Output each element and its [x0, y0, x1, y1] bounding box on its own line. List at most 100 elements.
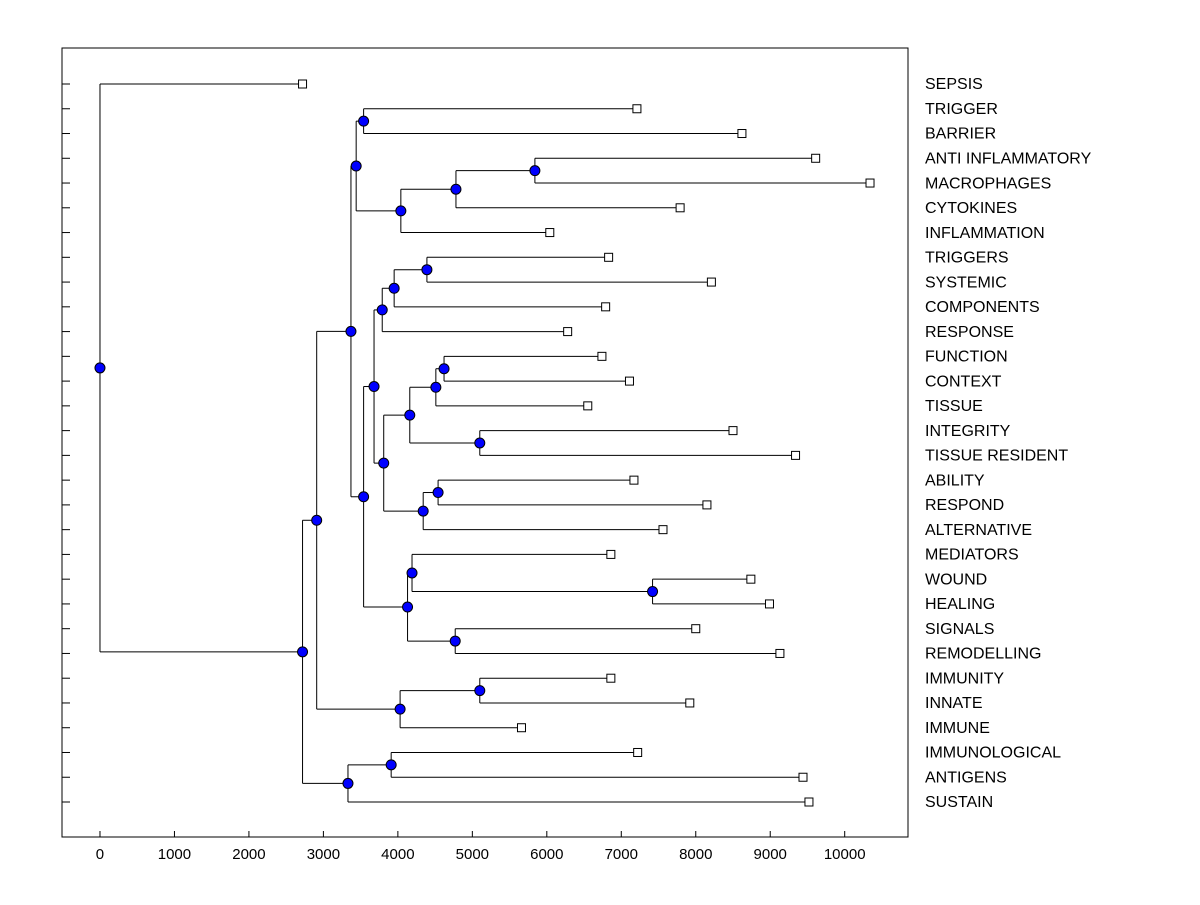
- node-marker: [474, 437, 486, 449]
- node-marker: [385, 759, 397, 771]
- node-marker: [358, 115, 370, 127]
- leaf-label: INFLAMMATION: [925, 225, 1045, 242]
- node-marker: [376, 304, 388, 316]
- leaf-marker: [632, 104, 642, 114]
- leaf-marker: [764, 599, 774, 609]
- node-marker: [421, 264, 433, 276]
- x-tick-label: 0: [96, 846, 104, 863]
- node-marker: [406, 567, 418, 579]
- node-marker: [432, 487, 444, 499]
- leaf-marker: [737, 129, 747, 139]
- leaf-marker: [624, 376, 634, 386]
- node-marker: [358, 491, 370, 503]
- leaf-label: ABILITY: [925, 472, 985, 489]
- x-tick-label: 5000: [456, 846, 489, 863]
- leaf-marker: [798, 772, 808, 782]
- leaf-label: TRIGGER: [925, 101, 998, 118]
- node-marker: [402, 601, 414, 613]
- leaf-label: REMODELLING: [925, 646, 1041, 663]
- node-marker: [450, 183, 462, 195]
- node-marker: [647, 586, 659, 598]
- leaf-label: SEPSIS: [925, 76, 983, 93]
- leaf-marker: [865, 178, 875, 188]
- leaf-label: TISSUE RESIDENT: [925, 448, 1068, 465]
- node-marker: [311, 514, 323, 526]
- leaf-marker: [606, 549, 616, 559]
- node-marker: [350, 160, 362, 172]
- leaf-marker: [691, 624, 701, 634]
- leaf-marker: [791, 450, 801, 460]
- leaf-marker: [606, 673, 616, 683]
- leaf-label: RESPONSE: [925, 324, 1014, 341]
- leaf-label: MACROPHAGES: [925, 175, 1051, 192]
- leaf-label: HEALING: [925, 596, 995, 613]
- leaf-label: IMMUNOLOGICAL: [925, 745, 1061, 762]
- leaf-marker: [583, 401, 593, 411]
- x-tick-label: 4000: [381, 846, 414, 863]
- leaf-label: TRIGGERS: [925, 250, 1009, 267]
- node-marker: [430, 381, 442, 393]
- leaf-label: ANTIGENS: [925, 769, 1007, 786]
- node-marker: [345, 325, 357, 337]
- leaf-label: FUNCTION: [925, 349, 1008, 366]
- leaf-marker: [545, 228, 555, 238]
- node-marker: [449, 635, 461, 647]
- leaf-label: ALTERNATIVE: [925, 522, 1032, 539]
- leaf-label: INTEGRITY: [925, 423, 1011, 440]
- node-marker: [438, 363, 450, 375]
- leaf-label: WOUND: [925, 571, 987, 588]
- leaf-marker: [516, 723, 526, 733]
- leaf-marker: [811, 153, 821, 163]
- leaf-label: INNATE: [925, 695, 982, 712]
- node-marker: [529, 165, 541, 177]
- leaf-label: CONTEXT: [925, 373, 1002, 390]
- leaf-marker: [706, 277, 716, 287]
- leaf-label: MEDIATORS: [925, 547, 1019, 564]
- leaf-marker: [746, 574, 756, 584]
- node-marker: [474, 685, 486, 697]
- x-tick-label: 9000: [754, 846, 787, 863]
- node-marker: [417, 505, 429, 517]
- node-marker: [342, 777, 354, 789]
- leaf-marker: [804, 797, 814, 807]
- x-tick-label: 8000: [679, 846, 712, 863]
- leaf-marker: [728, 426, 738, 436]
- node-marker: [368, 381, 380, 393]
- leaf-marker: [633, 747, 643, 757]
- leaf-label: SIGNALS: [925, 621, 994, 638]
- leaf-marker: [629, 475, 639, 485]
- marks: [94, 79, 875, 807]
- leaf-label: CYTOKINES: [925, 200, 1017, 217]
- x-tick-label: 2000: [232, 846, 265, 863]
- leaf-marker: [675, 203, 685, 213]
- leaf-label: COMPONENTS: [925, 299, 1040, 316]
- node-marker: [395, 205, 407, 217]
- leaf-label: ANTI INFLAMMATORY: [925, 150, 1092, 167]
- leaf-marker: [601, 302, 611, 312]
- leaf-label: RESPOND: [925, 497, 1004, 514]
- node-marker: [378, 457, 390, 469]
- labels: 0 1000 2000 3000 4000 5000 6000 7000 8000 9000 100…: [96, 76, 1092, 863]
- leaf-marker: [685, 698, 695, 708]
- x-tick-label: 6000: [530, 846, 563, 863]
- node-marker: [94, 362, 106, 374]
- leaf-label: IMMUNE: [925, 720, 990, 737]
- x-tick-label: 7000: [605, 846, 638, 863]
- node-marker: [404, 409, 416, 421]
- node-marker: [297, 646, 309, 658]
- leaf-marker: [658, 525, 668, 535]
- leaf-marker: [563, 327, 573, 337]
- leaf-label: IMMUNITY: [925, 670, 1004, 687]
- leaf-marker: [597, 351, 607, 361]
- leaf-marker: [604, 252, 614, 262]
- leaf-marker: [702, 500, 712, 510]
- leaf-label: SYSTEMIC: [925, 274, 1007, 291]
- leaf-marker: [298, 79, 308, 89]
- leaf-marker: [775, 648, 785, 658]
- x-tick-label: 3000: [307, 846, 340, 863]
- node-marker: [394, 703, 406, 715]
- node-marker: [388, 282, 400, 294]
- leaf-label: BARRIER: [925, 126, 996, 143]
- leaf-label: TISSUE: [925, 398, 983, 415]
